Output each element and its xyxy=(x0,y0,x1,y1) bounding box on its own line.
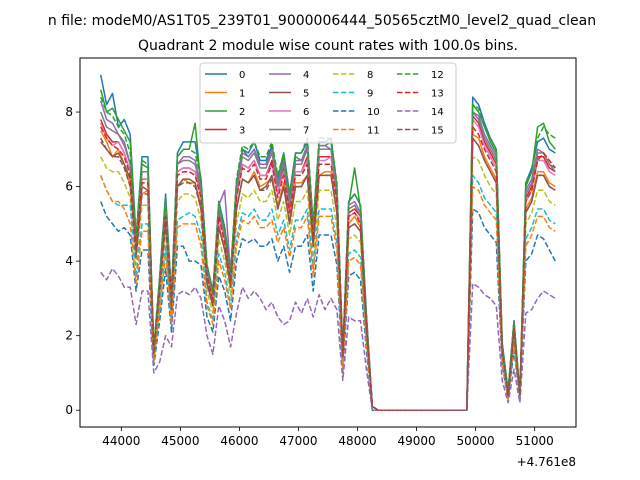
legend-label-4: 4 xyxy=(303,70,309,81)
legend-label-1: 1 xyxy=(239,89,245,100)
plot-area-frame xyxy=(79,57,577,428)
legend-label-7: 7 xyxy=(303,126,309,137)
x-tick-label-3: 47000 xyxy=(279,434,317,448)
series-line-11 xyxy=(100,175,556,411)
legend-label-2: 2 xyxy=(239,107,245,118)
series-line-9 xyxy=(100,174,556,411)
legend-label-10: 10 xyxy=(367,107,380,118)
series-line-13 xyxy=(100,126,556,411)
legend-label-3: 3 xyxy=(239,126,245,137)
x-tick-label-4: 48000 xyxy=(338,434,376,448)
legend-label-12: 12 xyxy=(431,70,444,81)
x-tick-label-5: 49000 xyxy=(397,434,435,448)
y-tick-label-1: 2 xyxy=(65,329,73,343)
series-line-15 xyxy=(100,137,556,411)
legend-label-14: 14 xyxy=(431,107,444,118)
legend-label-8: 8 xyxy=(367,70,373,81)
x-tick-label-2: 46000 xyxy=(220,434,258,448)
x-tick-label-0: 44000 xyxy=(102,434,140,448)
chart-title: Quadrant 2 module wise count rates with … xyxy=(138,38,518,54)
series-line-14 xyxy=(100,267,556,411)
x-tick-label-7: 51000 xyxy=(516,434,554,448)
legend-label-13: 13 xyxy=(431,89,444,100)
y-tick-label-4: 8 xyxy=(65,105,73,119)
legend-label-6: 6 xyxy=(303,107,309,118)
x-axis-offset-label: +4.761e8 xyxy=(517,455,576,469)
x-tick-label-6: 50000 xyxy=(457,434,495,448)
y-tick-label-2: 4 xyxy=(65,254,73,268)
legend-label-5: 5 xyxy=(303,89,309,100)
legend-label-0: 0 xyxy=(239,70,245,81)
x-axis: 44000 45000 46000 47000 48000 49000 50000 51000 xyxy=(102,427,554,448)
legend-label-15: 15 xyxy=(431,126,444,137)
legend-label-9: 9 xyxy=(367,89,373,100)
x-tick-label-1: 45000 xyxy=(161,434,199,448)
series-line-10 xyxy=(100,201,556,411)
y-axis: 0 2 4 6 8 xyxy=(65,105,80,417)
series-line-7 xyxy=(100,111,556,411)
y-tick-label-3: 6 xyxy=(65,180,73,194)
legend-box xyxy=(199,62,457,144)
figure-suptitle: n file: modeM0/AS1T05_239T01_9000006444_… xyxy=(48,13,596,29)
legend-label-11: 11 xyxy=(367,126,380,137)
y-tick-label-0: 0 xyxy=(65,403,73,417)
